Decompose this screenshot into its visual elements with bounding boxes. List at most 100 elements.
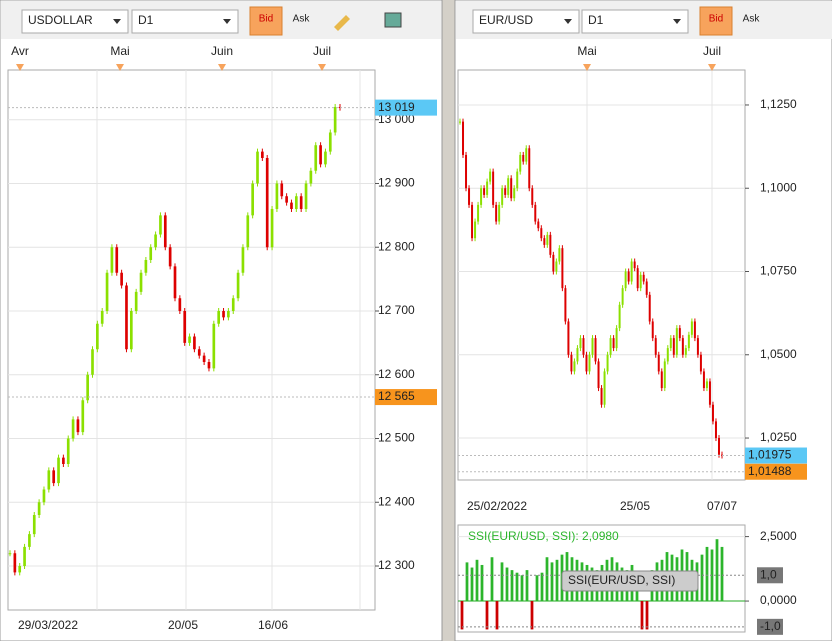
candle [42, 489, 46, 503]
bar [465, 562, 469, 602]
tooltip-box [561, 570, 699, 592]
candle [462, 121, 465, 155]
candle [183, 310, 187, 343]
bid: Bid [709, 14, 723, 25]
candle [570, 354, 573, 372]
candle [549, 234, 552, 255]
candle [8, 553, 12, 555]
candle [483, 188, 486, 195]
candle [576, 348, 579, 362]
candle [495, 204, 498, 222]
candle [669, 338, 672, 349]
candle [62, 457, 65, 465]
price-label: 13 019 [378, 100, 415, 114]
y-tick-label: 1,0500 [760, 347, 797, 361]
level-box [757, 618, 783, 635]
candle [256, 151, 259, 184]
bar [700, 554, 704, 602]
candle [217, 310, 221, 324]
y-tick-label: 12 800 [378, 239, 415, 253]
candle [618, 304, 621, 329]
candle [159, 215, 162, 235]
candle [588, 354, 591, 372]
candle [236, 272, 240, 299]
price-box [375, 99, 437, 116]
ask-button[interactable] [287, 7, 317, 35]
candle [573, 361, 576, 372]
candle [265, 157, 269, 248]
candle [705, 381, 708, 389]
candle [309, 170, 313, 184]
month-marker [583, 64, 591, 71]
candle [149, 247, 153, 260]
bar [550, 562, 554, 602]
month-label: Juin [211, 44, 233, 58]
symbol: USDOLLAR [28, 13, 93, 27]
dropdown-arrow [564, 19, 572, 24]
plot-area [7, 69, 376, 611]
candle [594, 338, 597, 362]
symbol: EUR/USD [479, 13, 533, 27]
bar [535, 575, 539, 602]
candle [666, 348, 669, 362]
candle [540, 228, 543, 239]
y-tick-label: 1,0750 [760, 264, 797, 278]
candle [168, 247, 172, 267]
candle [477, 204, 480, 222]
timeframe-select[interactable] [131, 9, 239, 34]
candle [645, 281, 648, 295]
bar [640, 601, 644, 630]
candle [627, 271, 630, 282]
candle [558, 248, 561, 262]
bar [545, 557, 549, 602]
month-label: Mai [577, 44, 596, 58]
candle [227, 310, 230, 318]
candle [537, 221, 540, 229]
month-label: Juil [313, 44, 331, 58]
timeframe-select[interactable] [581, 9, 689, 34]
bar [505, 567, 509, 602]
ask-button[interactable] [737, 7, 767, 35]
level-label: 1,0 [760, 567, 777, 581]
symbol-select[interactable] [21, 9, 129, 34]
date-label: 25/02/2022 [467, 499, 527, 513]
bar [470, 567, 474, 602]
ruler-icon[interactable] [334, 15, 350, 31]
price-label: 1,01488 [748, 464, 792, 478]
candle [299, 196, 303, 209]
bid-button[interactable] [249, 6, 283, 36]
y-tick-label: 12 300 [378, 558, 415, 572]
candle [612, 338, 615, 349]
bid-button[interactable] [699, 6, 733, 36]
candle [333, 106, 337, 133]
bar [495, 601, 499, 630]
candle [285, 196, 288, 203]
candle [501, 188, 504, 205]
candle [636, 268, 639, 289]
candle [531, 188, 534, 205]
candle [197, 349, 201, 356]
candle [163, 215, 167, 248]
candle [459, 121, 461, 123]
symbol-select[interactable] [472, 9, 580, 34]
candle [154, 234, 157, 248]
image-icon[interactable] [384, 12, 402, 28]
candle [543, 238, 546, 245]
dropdown-arrow [113, 19, 121, 24]
candle [120, 272, 123, 286]
candle [328, 132, 332, 152]
candle [188, 336, 191, 343]
y-tick-label: 1,0250 [760, 430, 797, 444]
level-box [757, 567, 783, 584]
bar [555, 559, 559, 602]
y-tick-label: 0,0000 [760, 593, 797, 607]
ask: Ask [293, 14, 311, 25]
candle [711, 404, 714, 422]
candle [534, 204, 537, 222]
candle [561, 248, 564, 289]
candle [115, 247, 119, 273]
y-tick-label: 12 600 [378, 367, 415, 381]
candle [13, 553, 17, 573]
candle [642, 274, 645, 282]
